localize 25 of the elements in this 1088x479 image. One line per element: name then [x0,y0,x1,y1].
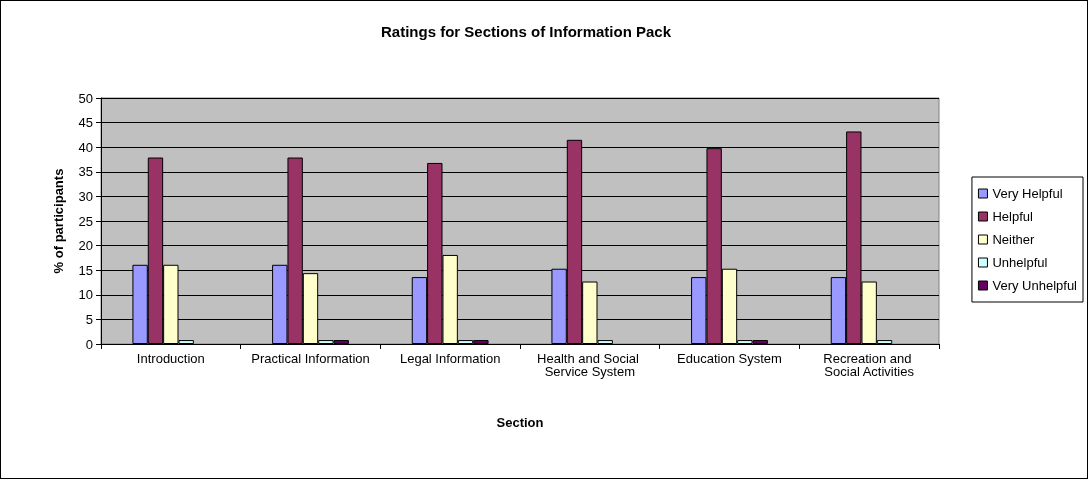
x-tick-label: Health and Social Service System [537,351,643,379]
x-tick-label: Practical Information [251,351,370,366]
legend-label: Neither [992,232,1036,247]
x-tick-label: Education System [677,351,782,366]
legend-label: Very Unhelpful [992,278,1078,293]
y-axis-title: % of participants [51,168,66,274]
legend-label: Very Helpful [992,186,1063,201]
y-tick-label: 10 [78,287,93,303]
y-tick-label: 5 [85,311,93,327]
y-tick-label: 15 [78,262,93,278]
y-tick-label: 0 [85,336,93,352]
y-tick-label: 20 [78,238,93,254]
x-tick-label: Introduction [136,351,205,366]
y-tick-label: 45 [78,115,93,131]
legend-label: Unhelpful [992,255,1048,270]
chart-title: Ratings for Sections of Information Pack [380,23,672,40]
y-tick-label: 40 [78,139,93,155]
y-tick-label: 30 [78,188,93,204]
y-tick-label: 35 [78,164,93,180]
x-tick-label: Legal Information [399,351,501,366]
x-tick-label: Recreation and Social Activities [823,351,916,379]
y-tick-label: 50 [78,90,93,106]
x-axis-title: Section [496,415,544,430]
y-tick-label: 25 [78,213,93,229]
legend-label: Helpful [992,209,1034,224]
